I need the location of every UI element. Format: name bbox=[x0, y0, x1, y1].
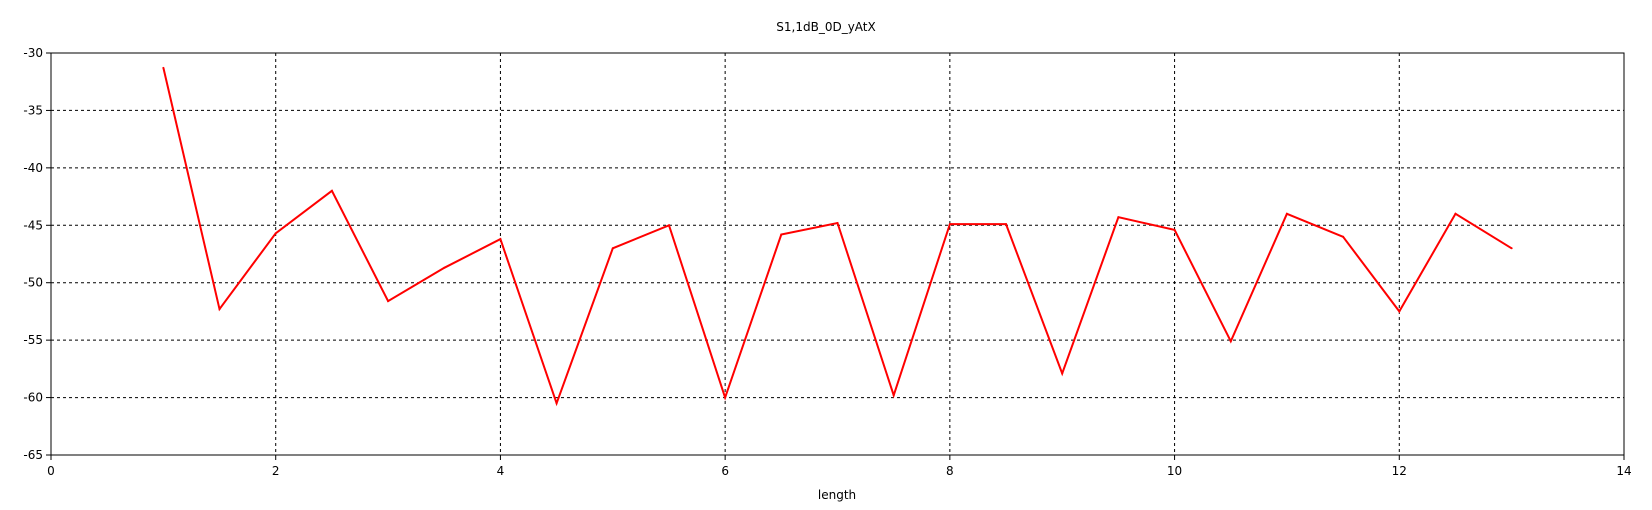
data-point bbox=[1117, 216, 1120, 219]
y-tick-label: -45 bbox=[23, 218, 43, 232]
x-tick-label: 14 bbox=[1616, 464, 1631, 478]
data-point bbox=[1510, 247, 1513, 250]
data-point bbox=[1173, 228, 1176, 231]
x-axis-tick-labels: 0 2 4 6 8 10 12 14 bbox=[47, 464, 1631, 478]
x-tick-label: 2 bbox=[272, 464, 280, 478]
y-tick-label: -30 bbox=[23, 46, 43, 60]
x-tick-label: 4 bbox=[497, 464, 505, 478]
data-point bbox=[611, 247, 614, 250]
series-layer bbox=[162, 66, 1513, 407]
x-tick-label: 6 bbox=[721, 464, 729, 478]
y-tick-label: -60 bbox=[23, 391, 43, 405]
series-line bbox=[162, 67, 1513, 407]
y-tick-label: -65 bbox=[23, 448, 43, 462]
grid bbox=[51, 53, 1624, 455]
data-point bbox=[1005, 223, 1008, 226]
plot-area-frame bbox=[50, 52, 1625, 456]
data-point bbox=[218, 308, 221, 311]
y-tick-label: -55 bbox=[23, 333, 43, 347]
data-point bbox=[1285, 212, 1288, 215]
y-axis-tick-labels: -30 -35 -40 -45 -50 -55 -60 -65 bbox=[23, 46, 43, 462]
data-point bbox=[724, 396, 727, 399]
data-point bbox=[555, 402, 558, 405]
x-axis-label: length bbox=[818, 488, 856, 502]
x-tick-label: 8 bbox=[946, 464, 954, 478]
data-point bbox=[836, 221, 839, 224]
data-point bbox=[1229, 340, 1232, 343]
data-point bbox=[667, 224, 670, 227]
data-point bbox=[1454, 212, 1457, 215]
data-point bbox=[1398, 310, 1401, 313]
data-point bbox=[1061, 372, 1064, 375]
data-point bbox=[780, 233, 783, 236]
data-point bbox=[948, 223, 951, 226]
data-point bbox=[330, 189, 333, 192]
data-point bbox=[274, 232, 277, 235]
y-tick-label: -50 bbox=[23, 276, 43, 290]
data-point bbox=[162, 66, 165, 69]
data-point bbox=[499, 238, 502, 241]
data-point bbox=[1342, 235, 1345, 238]
x-tick-label: 0 bbox=[47, 464, 55, 478]
data-point bbox=[387, 300, 390, 303]
data-point bbox=[443, 266, 446, 269]
x-tick-label: 10 bbox=[1167, 464, 1182, 478]
y-tick-label: -35 bbox=[23, 103, 43, 117]
y-tick-label: -40 bbox=[23, 161, 43, 175]
axis-ticks bbox=[46, 52, 1625, 460]
chart-title: S1,1dB_0D_yAtX bbox=[776, 20, 875, 34]
x-tick-label: 12 bbox=[1392, 464, 1407, 478]
data-point bbox=[892, 394, 895, 397]
